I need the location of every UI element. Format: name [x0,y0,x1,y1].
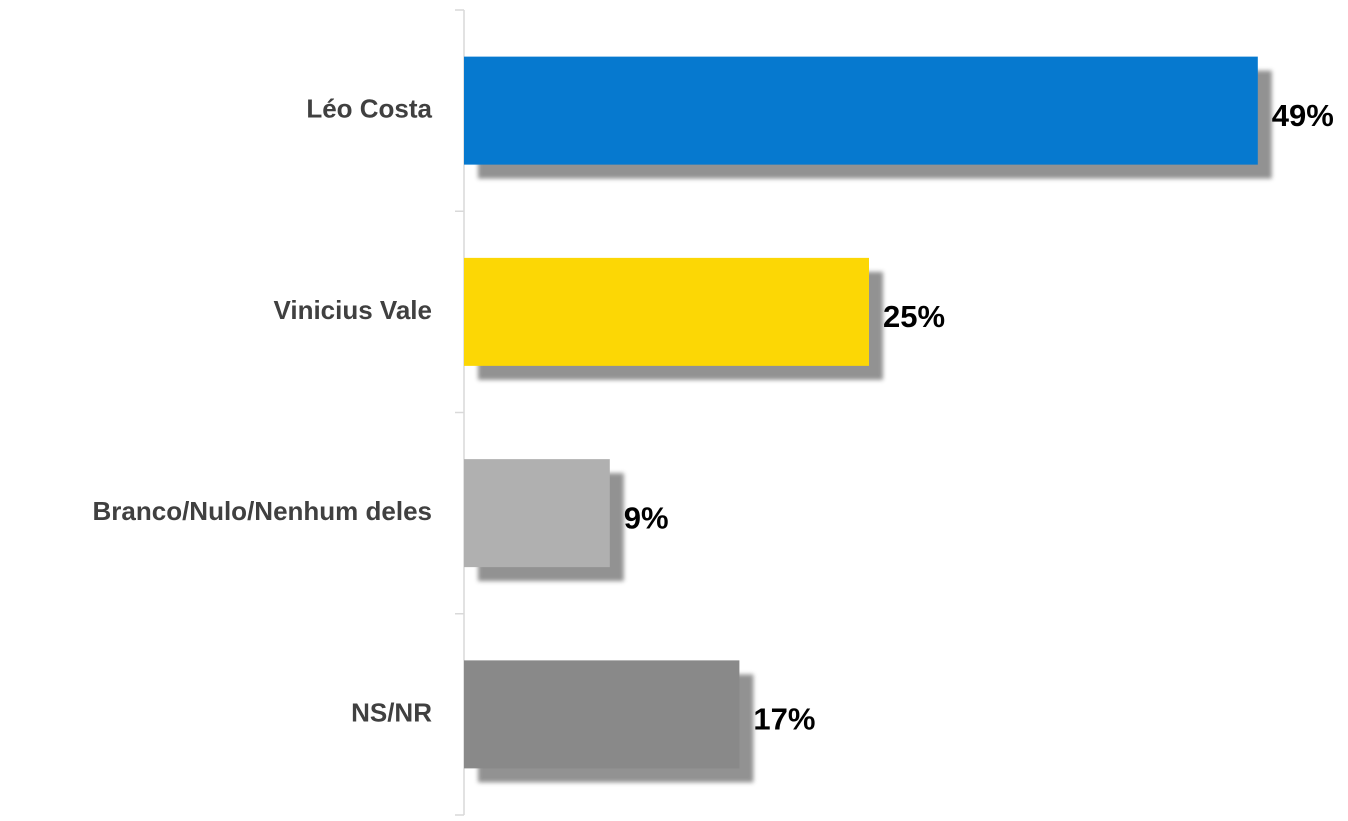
bar [464,660,740,769]
category-label: Branco/Nulo/Nenhum deles [93,496,433,526]
category-label: NS/NR [351,697,432,727]
value-label: 17% [753,702,815,737]
category-label: Vinicius Vale [273,295,432,325]
value-label: 25% [883,299,945,334]
value-label: 9% [624,500,669,535]
bar [464,56,1258,165]
bar [464,257,869,366]
bar [464,459,610,568]
value-label: 49% [1272,98,1334,133]
category-label: Léo Costa [306,94,432,124]
